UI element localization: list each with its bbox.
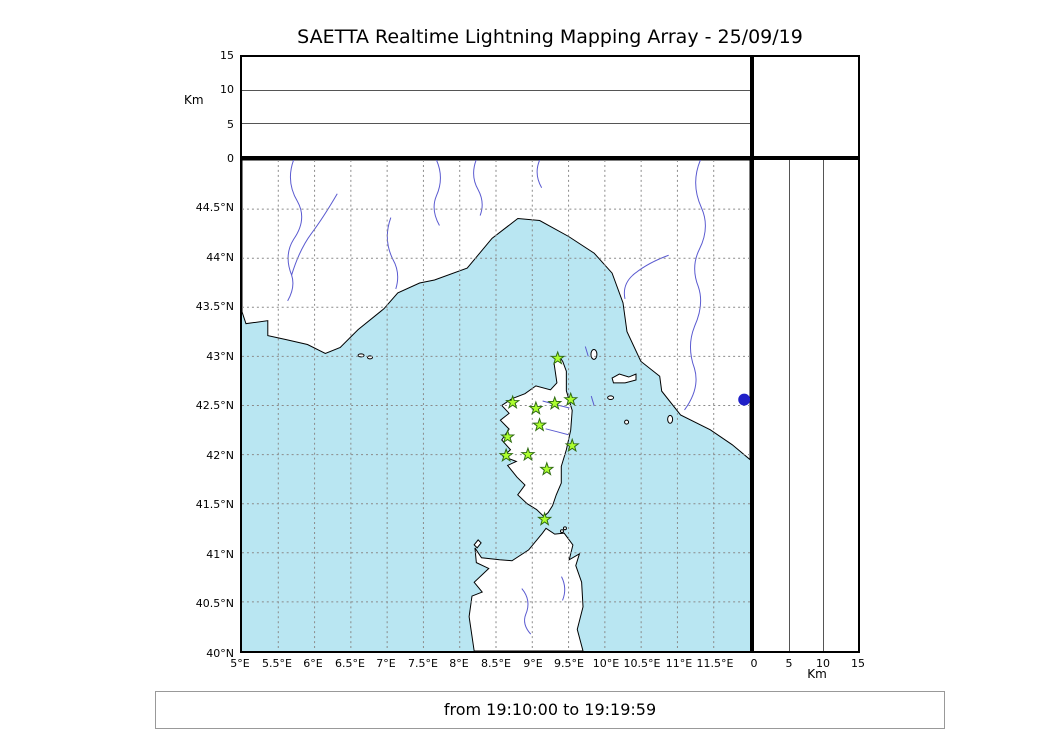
pianosa-island xyxy=(607,395,615,400)
altitude-tick: 15 xyxy=(220,49,234,62)
altitude-axis-label: Km xyxy=(184,93,204,107)
map-y-tick: 41°N xyxy=(206,548,234,561)
station-marker xyxy=(563,391,579,407)
asinara-island xyxy=(473,539,482,549)
right-panel-tick: 5 xyxy=(785,657,793,670)
giglio-island xyxy=(667,414,674,424)
detection-marker xyxy=(738,393,750,406)
stations-layer xyxy=(498,350,580,526)
top-right-panel xyxy=(752,55,860,158)
map-y-tick: 40.5°N xyxy=(195,597,234,610)
maddalena-island-2 xyxy=(562,526,567,531)
map-x-tick: 11°E xyxy=(665,657,693,670)
latlon-grid-layer xyxy=(242,160,750,651)
map-x-tick: 6°E xyxy=(303,657,323,670)
map-y-tick: 43.5°N xyxy=(195,300,234,313)
right-panel-tick: 15 xyxy=(851,657,865,670)
right-panel-tick: 10 xyxy=(816,657,830,670)
altitude-tick: 0 xyxy=(227,152,234,165)
map-x-tick: 8°E xyxy=(449,657,469,670)
map-y-tick: 43°N xyxy=(206,350,234,363)
altitude-gridline-5km xyxy=(242,123,750,124)
station-marker xyxy=(528,400,544,415)
map-y-tick: 44°N xyxy=(206,251,234,264)
map-x-tick: 5°E xyxy=(230,657,250,670)
station-marker xyxy=(531,417,548,432)
map-y-tick: 41.5°N xyxy=(195,498,234,511)
mainland-coastline xyxy=(242,160,750,461)
map-x-tick: 10.5°E xyxy=(623,657,661,670)
montecristo-island xyxy=(624,419,630,425)
map-x-tick: 5.5°E xyxy=(262,657,292,670)
station-marker xyxy=(537,511,553,526)
corsica-coastline xyxy=(499,354,573,518)
time-range-text: from 19:10:00 to 19:19:59 xyxy=(443,700,657,719)
map-x-tick: 7°E xyxy=(376,657,396,670)
map-x-tick: 6.5°E xyxy=(335,657,365,670)
map-y-tick: 42.5°N xyxy=(195,399,234,412)
altitude-gridline-10km-v xyxy=(823,160,824,651)
map-y-tick: 42°N xyxy=(206,449,234,462)
map-x-tick: 11.5°E xyxy=(696,657,734,670)
altitude-tick: 5 xyxy=(227,118,234,131)
station-marker xyxy=(500,428,516,444)
map-x-tick: 8.5°E xyxy=(481,657,511,670)
time-range-box: from 19:10:00 to 19:19:59 xyxy=(155,691,945,729)
detections-layer xyxy=(738,393,750,406)
station-marker xyxy=(550,350,566,365)
station-marker xyxy=(498,447,514,462)
station-marker xyxy=(539,461,555,476)
sardinia-coastline xyxy=(468,527,584,651)
capraia-island xyxy=(590,348,598,360)
altitude-gridline-10km xyxy=(242,90,750,91)
map-x-tick: 10°E xyxy=(592,657,620,670)
map-y-tick: 40°N xyxy=(206,647,234,660)
altitude-tick: 10 xyxy=(220,83,234,96)
station-marker xyxy=(547,395,563,411)
elba-island xyxy=(611,373,637,384)
map-x-tick: 7.5°E xyxy=(408,657,438,670)
map-panel xyxy=(240,158,752,653)
right-panel-axis-label: Km xyxy=(807,667,827,681)
right-panel-tick: 0 xyxy=(750,657,758,670)
map-svg xyxy=(242,160,750,651)
altitude-longitude-panel xyxy=(240,55,752,158)
map-x-tick: 9.5°E xyxy=(554,657,584,670)
altitude-gridline-5km-v xyxy=(789,160,790,651)
map-x-tick: 9°E xyxy=(523,657,543,670)
station-marker xyxy=(520,446,536,462)
altitude-latitude-panel xyxy=(752,158,860,653)
page-title: SAETTA Realtime Lightning Mapping Array … xyxy=(297,26,803,48)
station-marker xyxy=(505,394,521,410)
station-marker xyxy=(564,437,580,453)
map-y-tick: 44.5°N xyxy=(195,201,234,214)
rivers-layer xyxy=(287,160,706,635)
maddalena-island xyxy=(559,529,564,534)
